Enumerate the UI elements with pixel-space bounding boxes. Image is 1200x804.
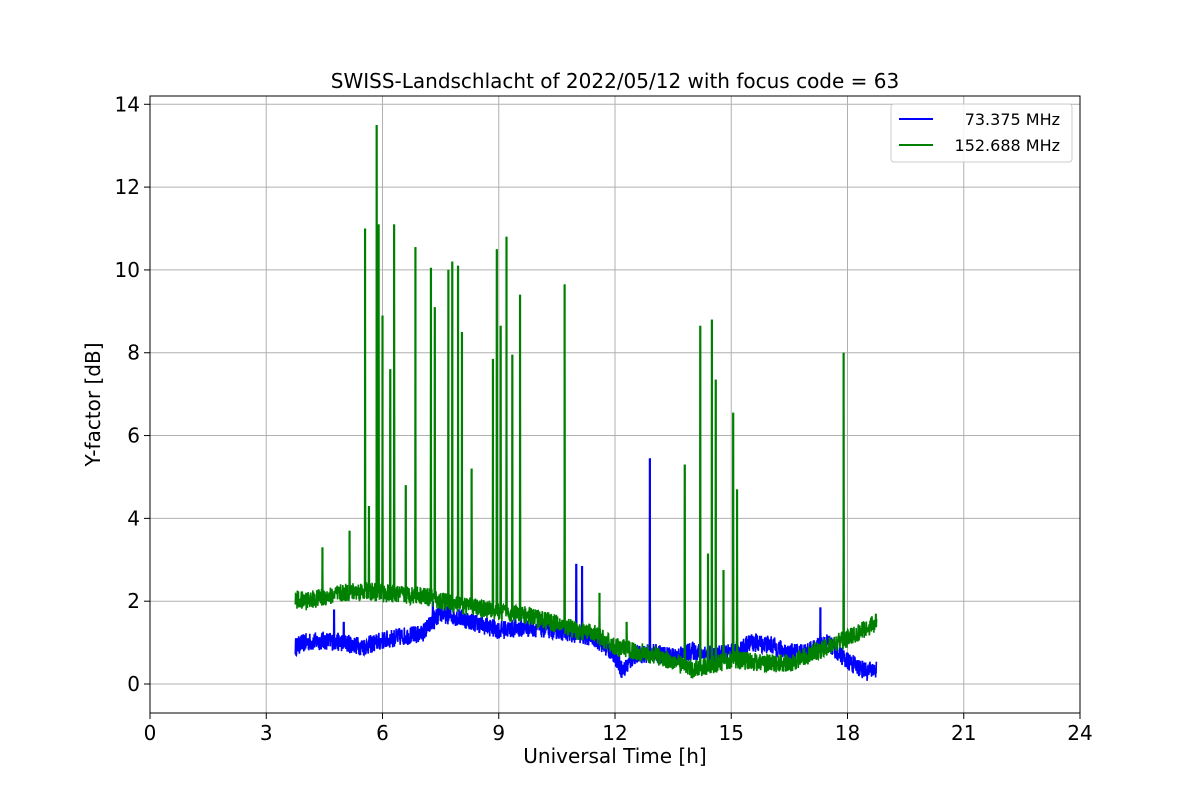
x-tick-label: 18 xyxy=(835,721,860,745)
legend-box xyxy=(890,103,1073,163)
x-tick-label: 15 xyxy=(719,721,744,745)
y-tick-label: 6 xyxy=(127,424,140,448)
x-tick-label: 24 xyxy=(1067,721,1092,745)
y-axis-title: Y-factor [dB] xyxy=(81,342,105,467)
y-tick-label: 12 xyxy=(115,175,140,199)
chart-title: SWISS-Landschlacht of 2022/05/12 with fo… xyxy=(331,69,899,93)
legend-label-1: 152.688 MHz xyxy=(955,136,1060,155)
legend: 73.375 MHz 152.688 MHz xyxy=(890,103,1073,163)
series-layer xyxy=(294,124,878,681)
x-tick-label: 21 xyxy=(951,721,976,745)
x-tick-label: 12 xyxy=(602,721,627,745)
y-tick-label: 8 xyxy=(127,341,140,365)
y-tick-label: 2 xyxy=(127,589,140,613)
x-axis-title: Universal Time [h] xyxy=(523,744,706,768)
x-tick-label: 0 xyxy=(144,721,157,745)
grid xyxy=(149,96,1081,713)
legend-label-0: 73.375 MHz xyxy=(965,110,1060,129)
y-tick-label: 14 xyxy=(115,92,140,116)
y-tick-label: 0 xyxy=(127,672,140,696)
y-tick-label: 4 xyxy=(127,506,140,530)
x-tick-label: 3 xyxy=(260,721,273,745)
series-line-1 xyxy=(294,124,878,679)
y-tick-label: 10 xyxy=(115,258,140,282)
x-tick-label: 9 xyxy=(492,721,505,745)
x-tick-label: 6 xyxy=(376,721,389,745)
